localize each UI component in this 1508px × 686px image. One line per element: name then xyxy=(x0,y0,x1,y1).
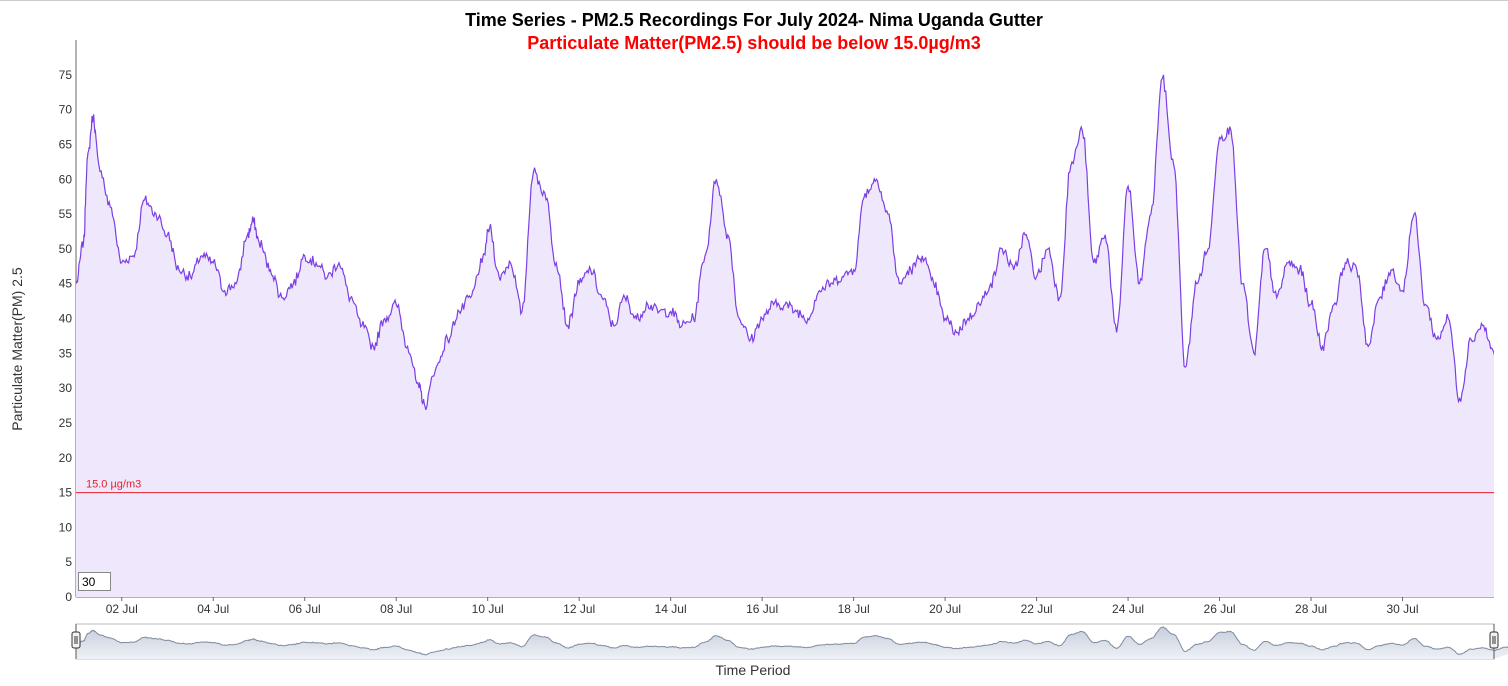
x-tick-label: 06 Jul xyxy=(289,602,321,616)
chart-title: Time Series - PM2.5 Recordings For July … xyxy=(465,10,1043,30)
x-tick-label: 22 Jul xyxy=(1021,602,1053,616)
x-tick-label: 18 Jul xyxy=(838,602,870,616)
navigator-line xyxy=(75,626,1508,656)
range-days-input[interactable] xyxy=(78,572,111,591)
x-tick-label: 26 Jul xyxy=(1204,602,1236,616)
y-tick-label: 75 xyxy=(59,68,73,82)
x-tick-label: 08 Jul xyxy=(380,602,412,616)
x-axis: 02 Jul 04 Jul 06 Jul 08 Jul 10 Jul 12 Jul 14 J… xyxy=(76,596,1494,616)
x-tick-label: 30 Jul xyxy=(1387,602,1419,616)
range-navigator[interactable] xyxy=(71,623,1508,660)
chart-subtitle: Particulate Matter(PM2.5) should be belo… xyxy=(527,33,981,53)
x-axis-label: Time Period xyxy=(716,662,791,678)
series-line[interactable] xyxy=(76,74,1508,411)
navigator-left-handle[interactable] xyxy=(71,631,81,649)
x-tick-label: 24 Jul xyxy=(1112,602,1144,616)
y-tick-label: 60 xyxy=(59,172,73,186)
y-tick-label: 65 xyxy=(59,137,73,151)
navigator-right-handle[interactable] xyxy=(1489,631,1499,649)
x-tick-label: 02 Jul xyxy=(106,602,138,616)
y-tick-label: 70 xyxy=(59,103,73,117)
y-tick-label: 40 xyxy=(59,312,73,326)
y-tick-label: 45 xyxy=(59,277,73,291)
x-tick-label: 16 Jul xyxy=(746,602,778,616)
x-tick-label: 14 Jul xyxy=(655,602,687,616)
y-tick-label: 50 xyxy=(59,242,73,256)
top-border xyxy=(0,0,1508,1)
x-tick-label: 04 Jul xyxy=(197,602,229,616)
y-tick-label: 0 xyxy=(65,590,72,604)
x-tick-label: 20 Jul xyxy=(929,602,961,616)
y-tick-label: 5 xyxy=(65,555,72,569)
y-tick-label: 55 xyxy=(59,207,73,221)
threshold-line: 15.0 µg/m3 xyxy=(76,479,1494,494)
y-tick-label: 15 xyxy=(59,486,73,500)
plot-area[interactable] xyxy=(76,74,1508,597)
series-area xyxy=(76,74,1494,597)
x-tick-label: 28 Jul xyxy=(1295,602,1327,616)
y-axis-label: Particulate Matter(PM) 2.5 xyxy=(9,267,25,431)
y-tick-label: 10 xyxy=(59,520,73,534)
y-tick-label: 30 xyxy=(59,381,73,395)
threshold-label: 15.0 µg/m3 xyxy=(86,479,141,491)
y-tick-label: 35 xyxy=(59,346,73,360)
x-tick-label: 10 Jul xyxy=(472,602,504,616)
navigator-area xyxy=(76,626,1508,659)
y-tick-label: 25 xyxy=(59,416,73,430)
y-tick-label: 20 xyxy=(59,451,73,465)
y-axis: 0 5 10 15 20 25 30 35 40 45 50 55 60 65 70 75 xyxy=(59,40,77,604)
x-tick-label: 12 Jul xyxy=(563,602,595,616)
